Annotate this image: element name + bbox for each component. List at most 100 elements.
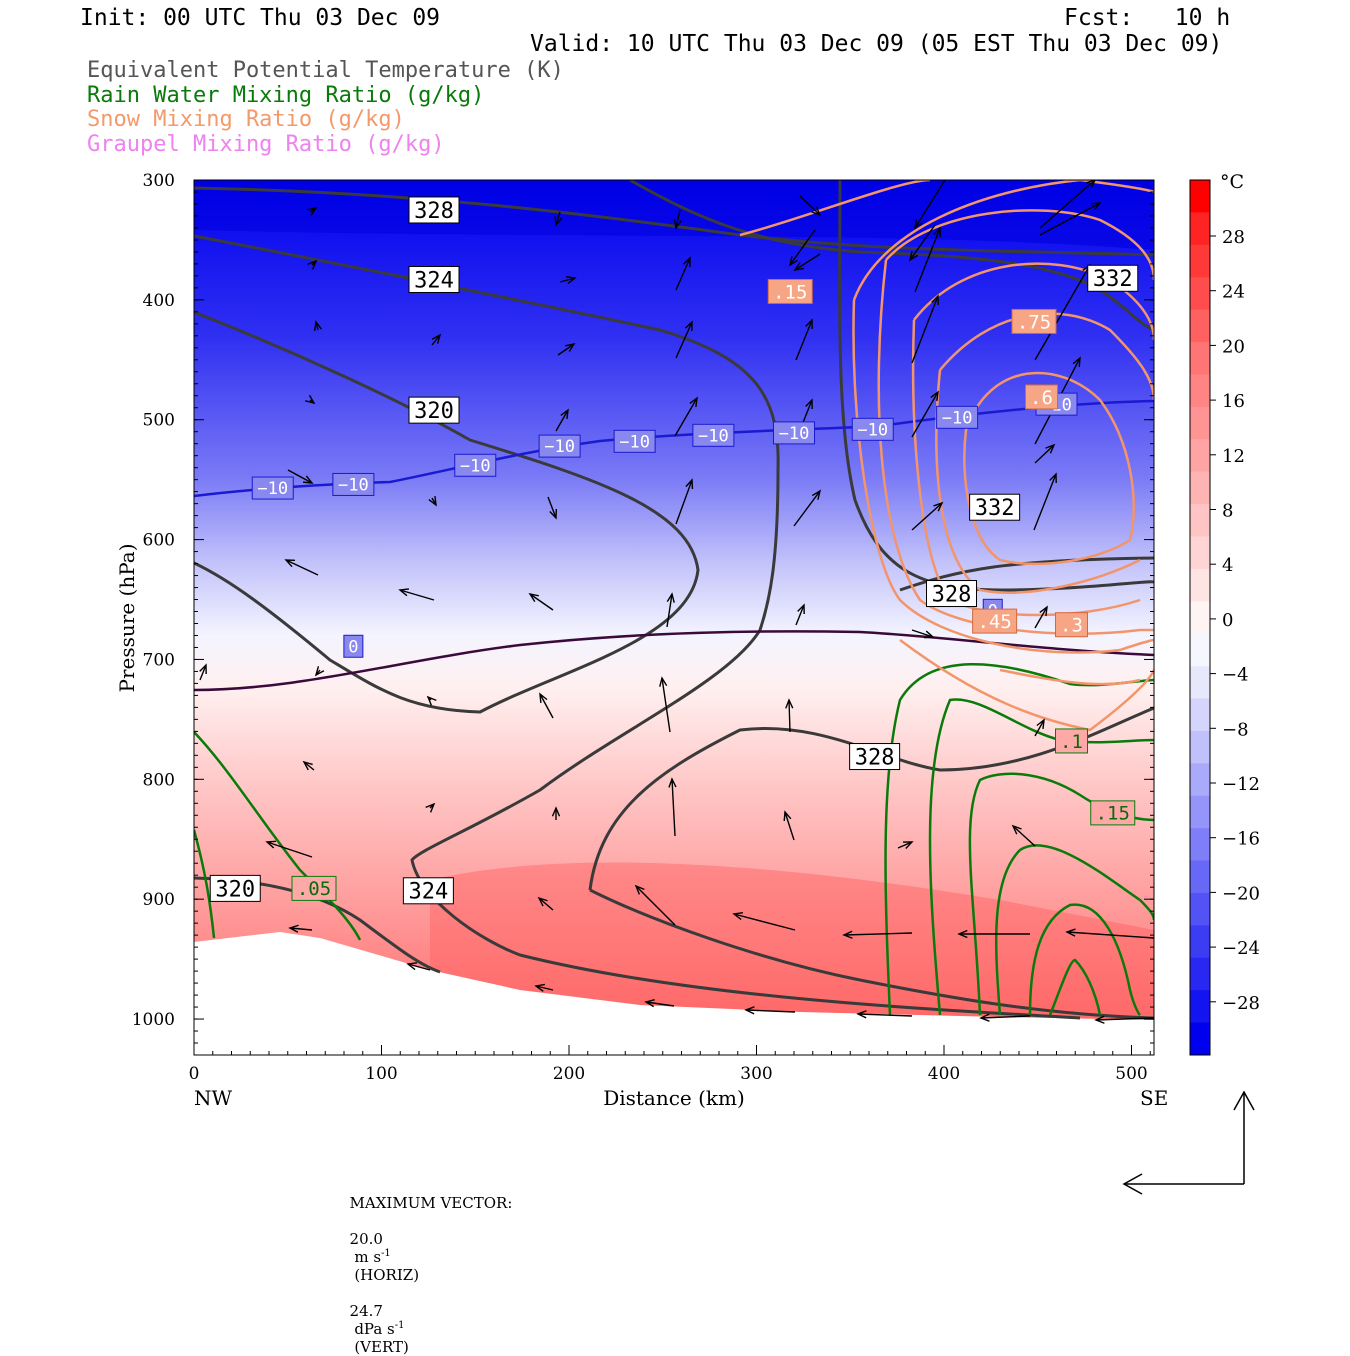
wind-vector [1066, 931, 1154, 939]
colorbar-swatch [1190, 212, 1210, 246]
colorbar-tick-label: −12 [1222, 774, 1260, 795]
wind-vector [407, 963, 431, 971]
contour-line [913, 262, 1154, 341]
theta-e-label-box [926, 580, 977, 608]
vert-value: 24.7 [349, 1302, 383, 1320]
wind-vector-head [307, 259, 318, 270]
wind-vector [794, 253, 821, 271]
wind-vector [1034, 444, 1055, 464]
y-tick-label: 600 [143, 531, 175, 551]
wind-vector [1039, 202, 1101, 236]
contour-line [589, 888, 1154, 1020]
contour-line [194, 234, 1081, 1020]
wind-vector-head [979, 1013, 990, 1022]
wind-vector-head [1086, 180, 1096, 189]
colorbar-swatch [1190, 406, 1210, 440]
wind-vector [635, 885, 676, 926]
wind-vector-head [783, 810, 792, 822]
wind-vector [671, 778, 676, 837]
colorbar-tick-label: −28 [1222, 993, 1260, 1014]
rain-label: .05 [297, 878, 331, 900]
wind-vector-head [793, 262, 804, 271]
wind-vector-head [811, 489, 822, 500]
theta-e-label-box [969, 493, 1021, 521]
wind-vector-head [1039, 605, 1048, 617]
theta-e-label: 332 [1093, 267, 1133, 292]
temperature-label: −10 [698, 426, 729, 446]
theta-e-label-box [408, 196, 460, 224]
wind-vector [1095, 1017, 1154, 1021]
theta-e-label: 328 [932, 582, 972, 607]
contour-line [194, 731, 362, 941]
cross-section-figure: −10−10−10−10−10−10−10−10−10−100032832432… [115, 171, 1260, 1195]
wind-vector-head [732, 912, 744, 921]
vert-exp: -1 [394, 1320, 405, 1331]
legend-snow: Snow Mixing Ratio (g/kg) [87, 107, 405, 132]
snow-label-box [972, 608, 1018, 634]
wind-vector-head [551, 806, 561, 817]
wind-vector [547, 496, 557, 519]
legend-rain: Rain Water Mixing Ratio (g/kg) [87, 83, 485, 108]
colorbar-swatch [1190, 1022, 1210, 1056]
wind-vector-head [682, 256, 691, 268]
y-tick-label: 900 [143, 890, 175, 910]
wind-vector [897, 841, 913, 849]
wind-vector-head [1045, 443, 1056, 454]
wind-vector-head [933, 501, 944, 512]
temperature-label-box [332, 472, 375, 496]
wind-vector [1033, 473, 1057, 531]
wind-vector [675, 257, 691, 291]
snow-label: .3 [1060, 615, 1083, 637]
snow-label: .6 [1030, 387, 1053, 409]
contour-line [899, 638, 1154, 732]
horiz-value: 20.0 [349, 1230, 383, 1248]
wind-vector-head [406, 962, 418, 971]
wind-vector [799, 195, 821, 216]
contour-line [852, 180, 1154, 301]
theta-e-label: 320 [414, 399, 454, 424]
wind-vector-head [644, 999, 655, 1008]
theta-e-label-box [408, 265, 460, 293]
wind-vector-head [744, 1006, 755, 1015]
wind-vector-head [842, 930, 853, 939]
contour-line [1048, 958, 1102, 1016]
colorbar-tick-label: −16 [1222, 829, 1260, 850]
wind-vector [675, 321, 693, 359]
colorbar-tick-label: 20 [1222, 336, 1245, 357]
horiz-exp: -1 [381, 1248, 391, 1259]
wind-vector [980, 1015, 1031, 1019]
wind-vector-head [1049, 472, 1057, 484]
theta-e-label-box [408, 396, 460, 424]
colorbar-swatch [1190, 342, 1210, 375]
colorbar-swatch [1190, 439, 1210, 473]
wind-vector [795, 319, 813, 361]
wind-vector-head [1036, 718, 1045, 730]
theta-e-label: 320 [215, 877, 255, 902]
colorbar-swatch [1190, 504, 1210, 537]
snow-label: .45 [977, 611, 1011, 633]
contour-line [928, 698, 1154, 1016]
wind-vector [431, 334, 441, 346]
temperature-label: −10 [460, 456, 491, 476]
wind-vector [539, 693, 554, 719]
y-tick-label: 1000 [132, 1010, 175, 1030]
colorbar-swatch [1190, 925, 1210, 959]
wind-vector-head [933, 226, 941, 238]
wind-vector [793, 490, 821, 527]
rain-label: .15 [1096, 803, 1130, 825]
wind-vector-head [565, 342, 576, 352]
temperature-label-box [538, 434, 581, 458]
temperature-label: −10 [338, 476, 369, 496]
contour-line [194, 829, 216, 939]
colorbar-tick-label: 8 [1222, 501, 1233, 522]
theta-e-label-box [1087, 264, 1139, 292]
wind-vector [784, 811, 795, 841]
wind-vector [557, 343, 575, 356]
snow-label-box [1055, 612, 1088, 638]
wind-vector-head [534, 983, 545, 992]
wind-vector-head [914, 219, 923, 230]
wind-vector [287, 469, 313, 484]
wind-vector [911, 295, 939, 364]
x-left-end-label: NW [194, 1086, 233, 1110]
wind-vector-head [560, 408, 569, 420]
